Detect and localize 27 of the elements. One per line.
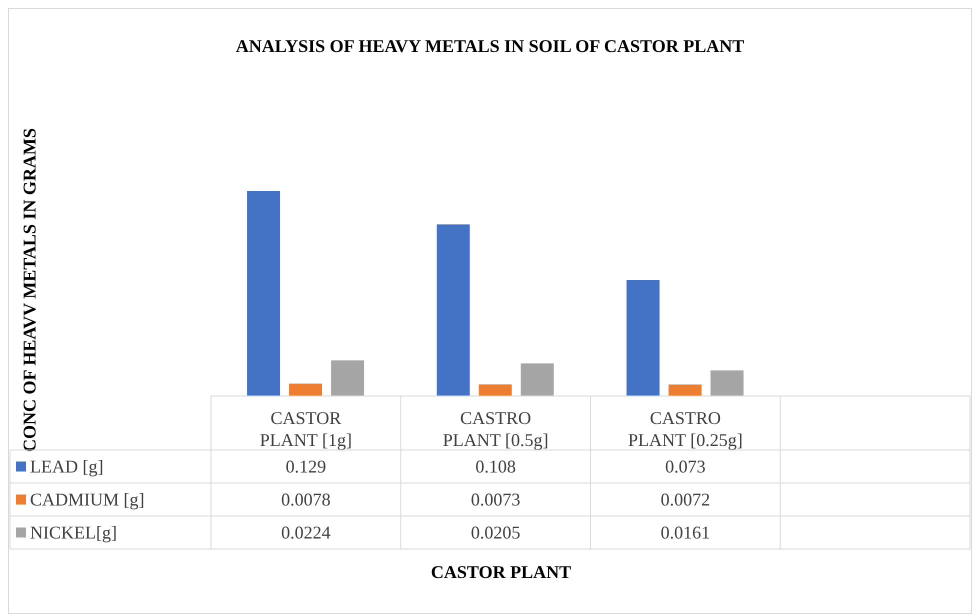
bar xyxy=(710,370,744,396)
data-label: 0.0078 xyxy=(281,490,331,510)
bar xyxy=(668,384,702,396)
bar xyxy=(289,384,322,396)
legend-label: CADMIUM [g] xyxy=(30,490,144,510)
data-label: 0.0072 xyxy=(660,490,710,510)
data-label: 0.129 xyxy=(286,456,326,476)
legend-label: NICKEL[g] xyxy=(30,522,117,542)
bar xyxy=(626,280,660,396)
data-label: 0.073 xyxy=(665,456,706,476)
bar xyxy=(436,224,470,396)
bar xyxy=(478,384,512,396)
data-label: 0.0161 xyxy=(660,522,710,542)
x-tick-label: CASTOR PLANT [1g] xyxy=(260,408,352,450)
bar xyxy=(520,363,554,396)
bar xyxy=(247,191,280,396)
data-label: 0.0224 xyxy=(281,522,331,542)
data-label: 0.0205 xyxy=(470,522,520,542)
text: CASTOR PLANT xyxy=(430,562,572,583)
text: CONC OF HEAVV METALS IN GRAMS xyxy=(20,128,40,452)
chart-title: ANALYSIS OF HEAVY METALS IN SOIL OF CASTOR PLANT xyxy=(234,36,746,57)
bar xyxy=(331,360,364,396)
x-tick-label: CASTRO PLANT [0.5g] xyxy=(442,408,548,450)
data-label: 0.0073 xyxy=(470,490,520,510)
x-tick-label: CASTRO PLANT [0.25g] xyxy=(628,408,743,450)
data-label: 0.108 xyxy=(475,456,516,476)
legend-label: LEAD [g] xyxy=(30,456,104,476)
